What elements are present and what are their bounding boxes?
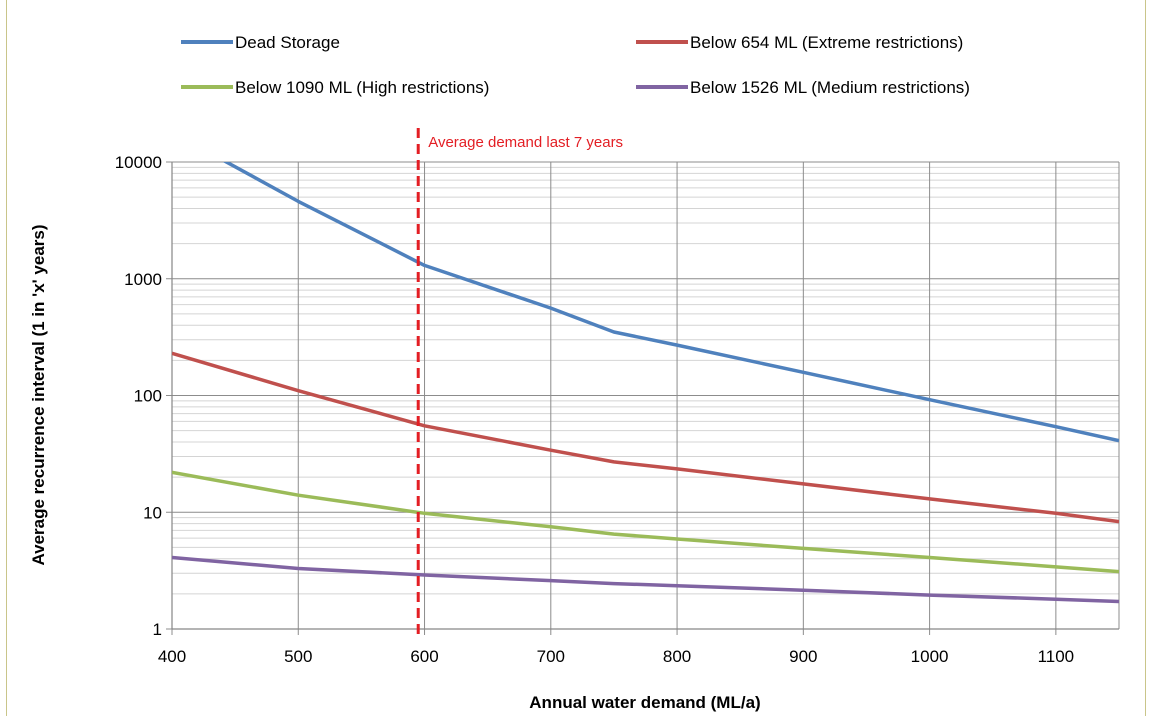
series-line-1 (222, 162, 1119, 443)
y-tick-label: 10000 (115, 153, 162, 172)
chart-frame (6, 0, 1146, 716)
y-axis-title: Average recurrence interval (1 in 'x' ye… (29, 224, 48, 565)
y-tick-label: 1000 (124, 270, 162, 289)
legend-label-1: Dead Storage (235, 33, 340, 52)
x-tick-label: 1100 (1038, 647, 1075, 666)
y-tick-label: 100 (134, 387, 162, 406)
legend-label-2: Below 654 ML (Extreme restrictions) (690, 33, 963, 52)
x-tick-label: 900 (789, 647, 817, 666)
y-tick-label: 10 (143, 503, 162, 522)
series-line-2 (172, 351, 1119, 524)
x-tick-label: 600 (410, 647, 438, 666)
average-demand-label: Average demand last 7 years (428, 134, 623, 151)
legend: Dead Storage Below 654 ML (Extreme restri… (181, 33, 970, 97)
x-tick-label: 500 (284, 647, 312, 666)
x-tick-label: 700 (537, 647, 565, 666)
grid (166, 161, 1120, 635)
x-tick-label: 1000 (911, 647, 949, 666)
legend-label-3: Below 1090 ML (High restrictions) (235, 78, 489, 97)
annotations: Average demand last 7 years (416, 128, 623, 639)
y-tick-label: 1 (153, 620, 162, 639)
legend-label-4: Below 1526 ML (Medium restrictions) (690, 78, 970, 97)
series-line-4 (172, 555, 1119, 604)
x-tick-label: 400 (158, 647, 186, 666)
x-axis-title: Annual water demand (ML/a) (529, 693, 760, 712)
series-line-3 (172, 470, 1119, 574)
axes: 1 10 100 1000 10000 400 500 600 700 800 900 1000 110… (115, 153, 1119, 666)
x-tick-label: 800 (663, 647, 691, 666)
series-lines (172, 162, 1119, 604)
